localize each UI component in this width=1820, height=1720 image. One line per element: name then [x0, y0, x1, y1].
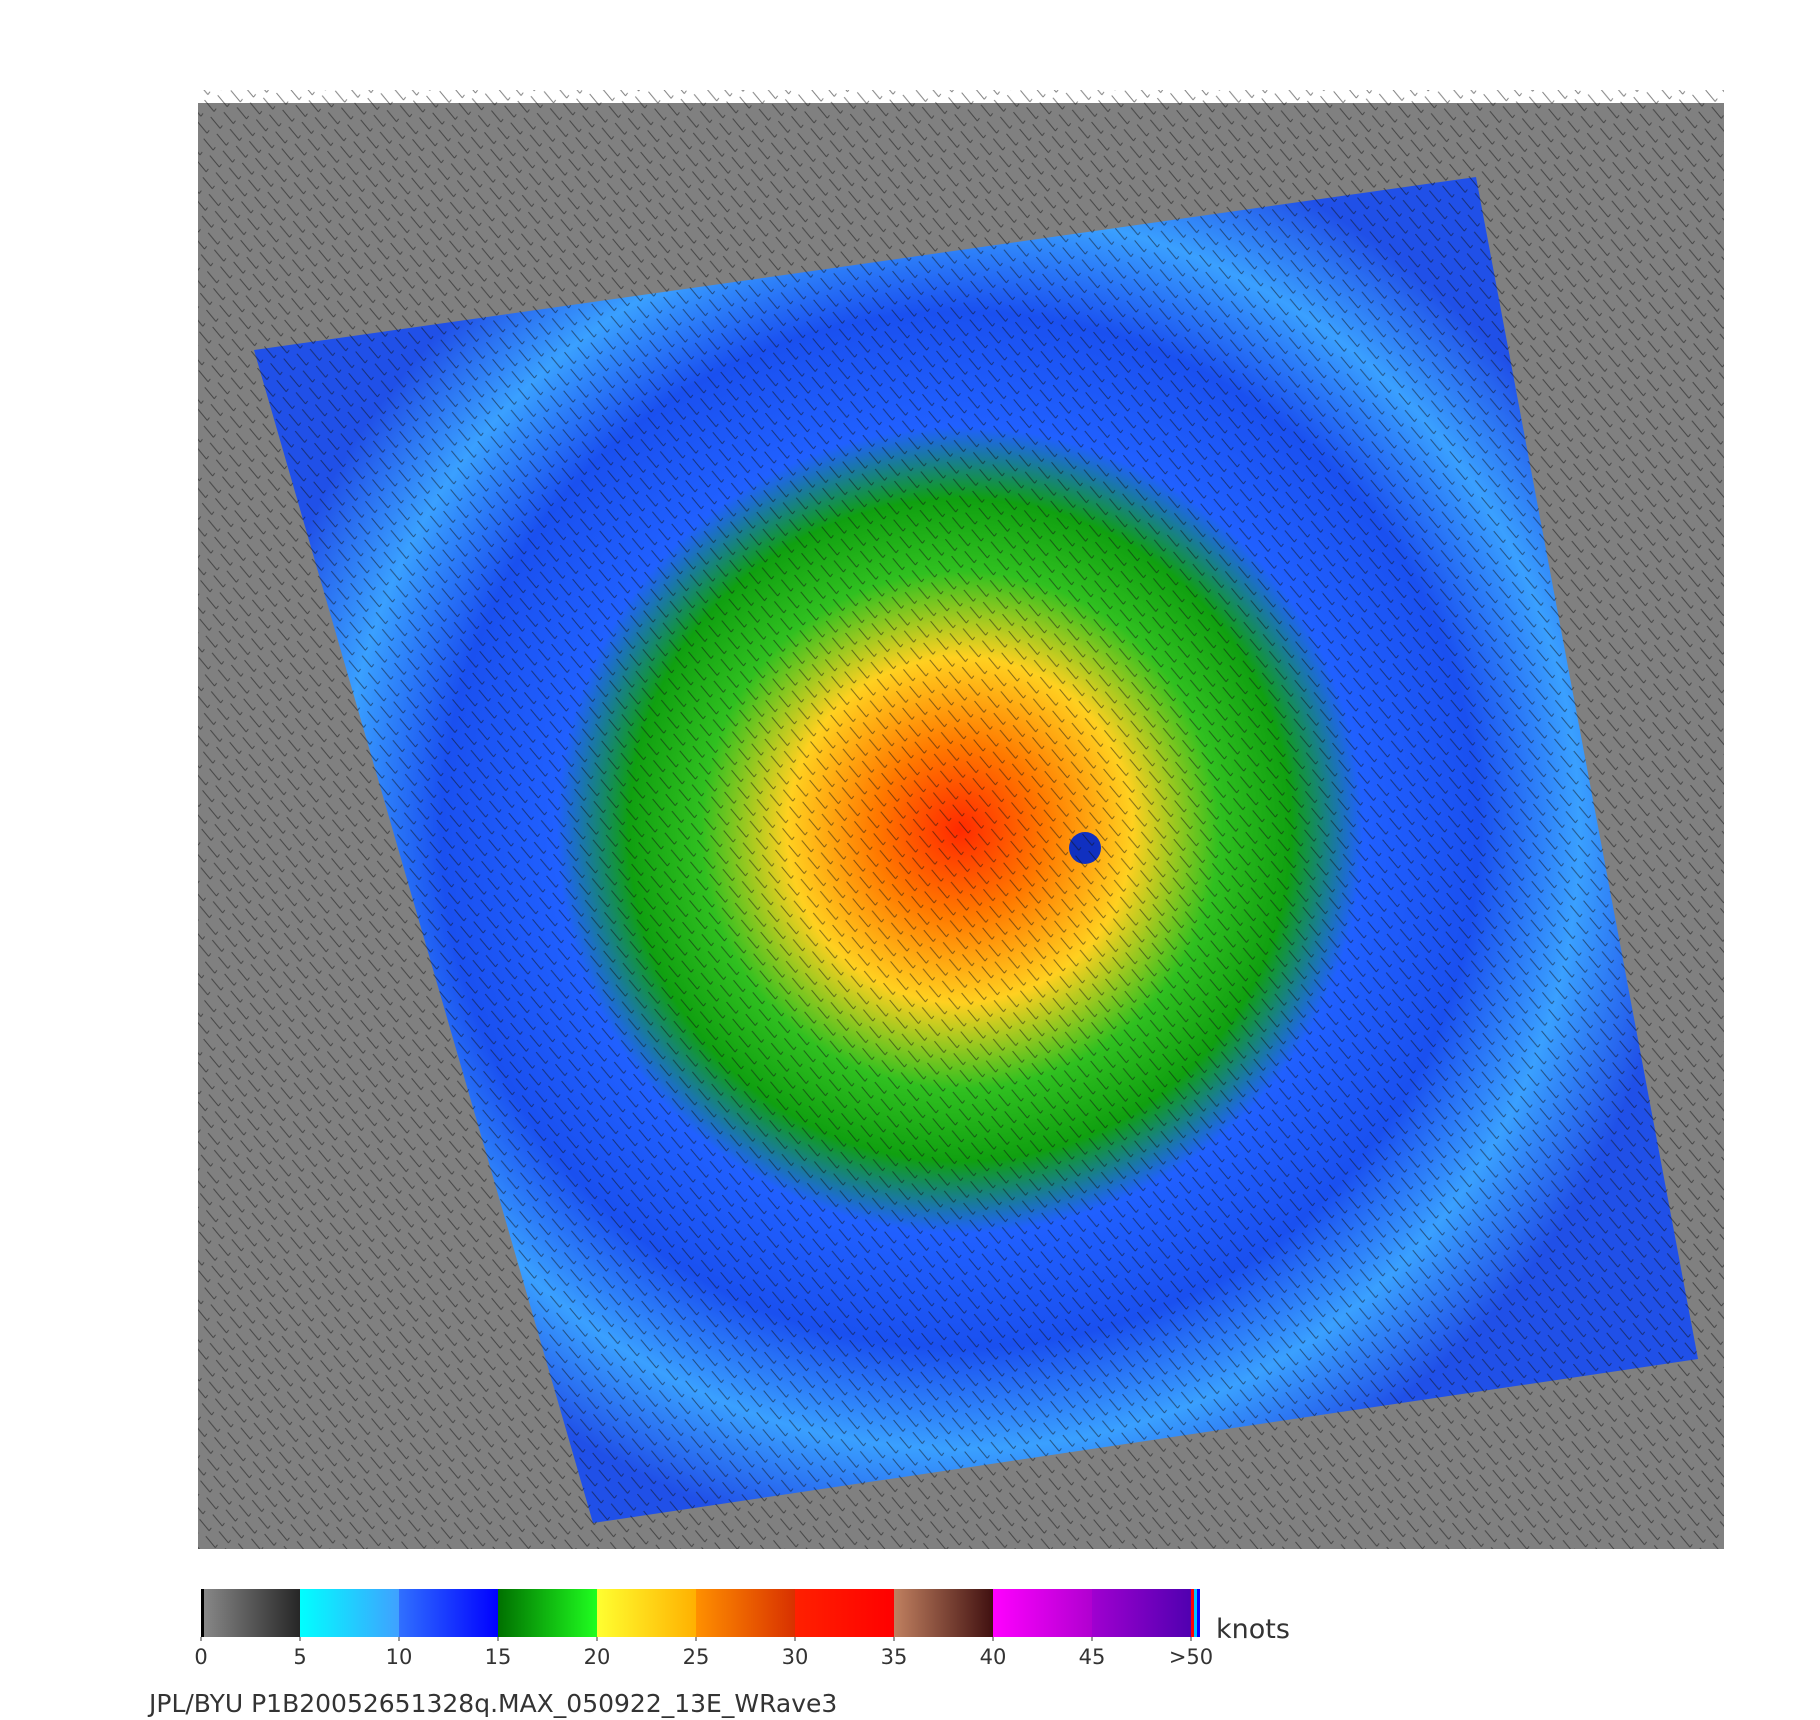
- colorbar-tick-label: >50: [1169, 1645, 1213, 1669]
- colorbar-segment: [696, 1589, 796, 1637]
- colorbar-segment: [1092, 1589, 1192, 1637]
- colorbar-segment: [795, 1589, 895, 1637]
- colorbar-segment: [300, 1589, 400, 1637]
- colorbar-end: [1197, 1589, 1200, 1637]
- colorbar-segment: [597, 1589, 697, 1637]
- colorbar-tick-label: 0: [194, 1645, 207, 1669]
- colorbar-tick-label: 5: [293, 1645, 306, 1669]
- wind-barbs: [198, 90, 1724, 1549]
- colorbar-tick-label: 30: [782, 1645, 809, 1669]
- colorbar-segment: [498, 1589, 598, 1637]
- colorbar-segment: [993, 1589, 1093, 1637]
- colorbar-tick-label: 40: [980, 1645, 1007, 1669]
- colorbar-segment: [399, 1589, 499, 1637]
- colorbar-tick-label: 25: [683, 1645, 710, 1669]
- colorbar-tick-label: 15: [485, 1645, 512, 1669]
- colorbar-tick-label: 35: [881, 1645, 908, 1669]
- caption: JPL/BYU P1B20052651328q.MAX_050922_13E_W…: [147, 1689, 837, 1718]
- colorbar-segment: [894, 1589, 994, 1637]
- colorbar-end: [1191, 1589, 1194, 1637]
- colorbar-tick-label: 10: [386, 1645, 413, 1669]
- colorbar-end: [1194, 1589, 1197, 1637]
- colorbar-tick-label: 45: [1079, 1645, 1106, 1669]
- colorbar-unit: knots: [1216, 1614, 1290, 1645]
- colorbar-segment: [201, 1589, 301, 1637]
- colorbar-frame: [201, 1589, 204, 1637]
- colorbar-tick-label: 20: [584, 1645, 611, 1669]
